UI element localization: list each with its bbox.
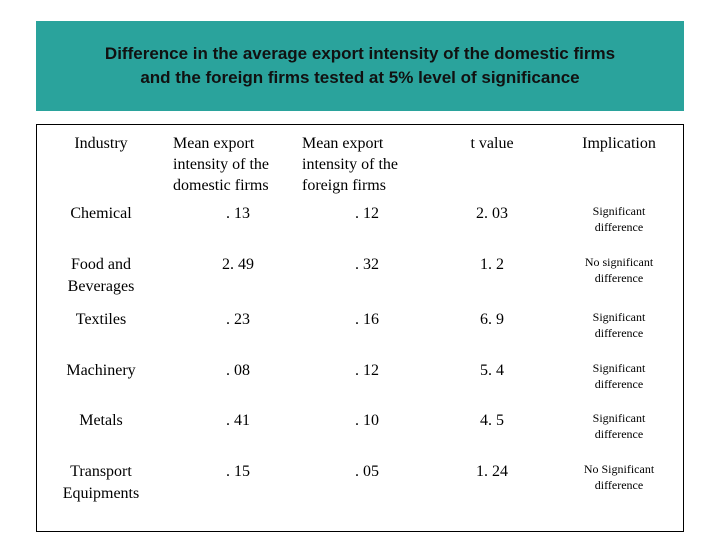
header-domestic-line: Mean export [173, 135, 255, 152]
industry-line: Metals [79, 412, 123, 429]
row-t-value: 6. 9 [480, 311, 504, 328]
implication-line: Significant [592, 361, 646, 375]
implication-line: Significant [592, 204, 646, 218]
row-implication: Significant difference [554, 309, 684, 341]
implication-line: Significant [592, 310, 646, 324]
slide-title-line-1: Difference in the average export intensi… [104, 44, 616, 63]
row-implication: Significant difference [554, 410, 684, 442]
row-industry: Chemical [37, 203, 165, 225]
row-implication: No Significant difference [554, 461, 684, 493]
row-foreign-value: . 16 [355, 311, 379, 328]
industry-line: Transport [70, 463, 132, 480]
implication-line: Significant [592, 411, 646, 425]
industry-line: Equipments [62, 485, 140, 502]
implication-line: difference [594, 326, 644, 340]
row-t-value: 2. 03 [476, 205, 508, 222]
slide-title-line-2: and the foreign firms tested at 5% level… [140, 68, 580, 87]
implication-line: No Significant [583, 462, 655, 476]
header-domestic-line: intensity of the [173, 156, 269, 173]
implication-line: difference [594, 220, 644, 234]
row-domestic-value: . 15 [226, 463, 250, 480]
row-industry: Food and Beverages [37, 254, 165, 298]
header-foreign-line: foreign firms [302, 177, 386, 194]
row-domestic-value: 2. 49 [222, 256, 254, 273]
implication-line: difference [594, 427, 644, 441]
row-foreign-value: . 12 [355, 362, 379, 379]
row-t-value: 5. 4 [480, 362, 504, 379]
industry-line: Chemical [70, 205, 132, 222]
row-industry: Transport Equipments [37, 461, 165, 505]
row-t-value: 1. 24 [476, 463, 508, 480]
slide-title: Difference in the average export intensi… [105, 42, 615, 90]
implication-line: No significant [584, 255, 654, 269]
row-domestic-value: . 08 [226, 362, 250, 379]
row-foreign-value: . 10 [355, 412, 379, 429]
row-industry: Metals [37, 410, 165, 432]
row-t-value: 4. 5 [480, 412, 504, 429]
implication-line: difference [594, 271, 644, 285]
row-industry: Machinery [37, 360, 165, 382]
header-industry: Industry [74, 135, 128, 152]
header-implication: Implication [582, 135, 656, 152]
header-foreign-line: Mean export [302, 135, 384, 152]
implication-line: difference [594, 478, 644, 492]
row-implication: Significant difference [554, 203, 684, 235]
header-domestic-line: domestic firms [173, 177, 269, 194]
header-foreign-intensity: Mean export intensity of the foreign fir… [302, 133, 432, 196]
industry-line: Textiles [75, 311, 127, 328]
row-implication: Significant difference [554, 360, 684, 392]
header-domestic-intensity: Mean export intensity of the domestic fi… [173, 133, 303, 196]
industry-line: Machinery [66, 362, 136, 379]
row-domestic-value: . 13 [226, 205, 250, 222]
row-foreign-value: . 32 [355, 256, 379, 273]
row-domestic-value: . 41 [226, 412, 250, 429]
implication-line: difference [594, 377, 644, 391]
industry-line: Beverages [67, 278, 135, 295]
results-table: Industry Mean export intensity of the do… [36, 124, 684, 532]
header-t-value: t value [470, 135, 514, 152]
row-foreign-value: . 12 [355, 205, 379, 222]
row-implication: No significant difference [554, 254, 684, 286]
row-t-value: 1. 2 [480, 256, 504, 273]
row-foreign-value: . 05 [355, 463, 379, 480]
header-foreign-line: intensity of the [302, 156, 398, 173]
row-domestic-value: . 23 [226, 311, 250, 328]
industry-line: Food and [71, 256, 131, 273]
row-industry: Textiles [37, 309, 165, 331]
slide-title-banner: Difference in the average export intensi… [36, 21, 684, 111]
